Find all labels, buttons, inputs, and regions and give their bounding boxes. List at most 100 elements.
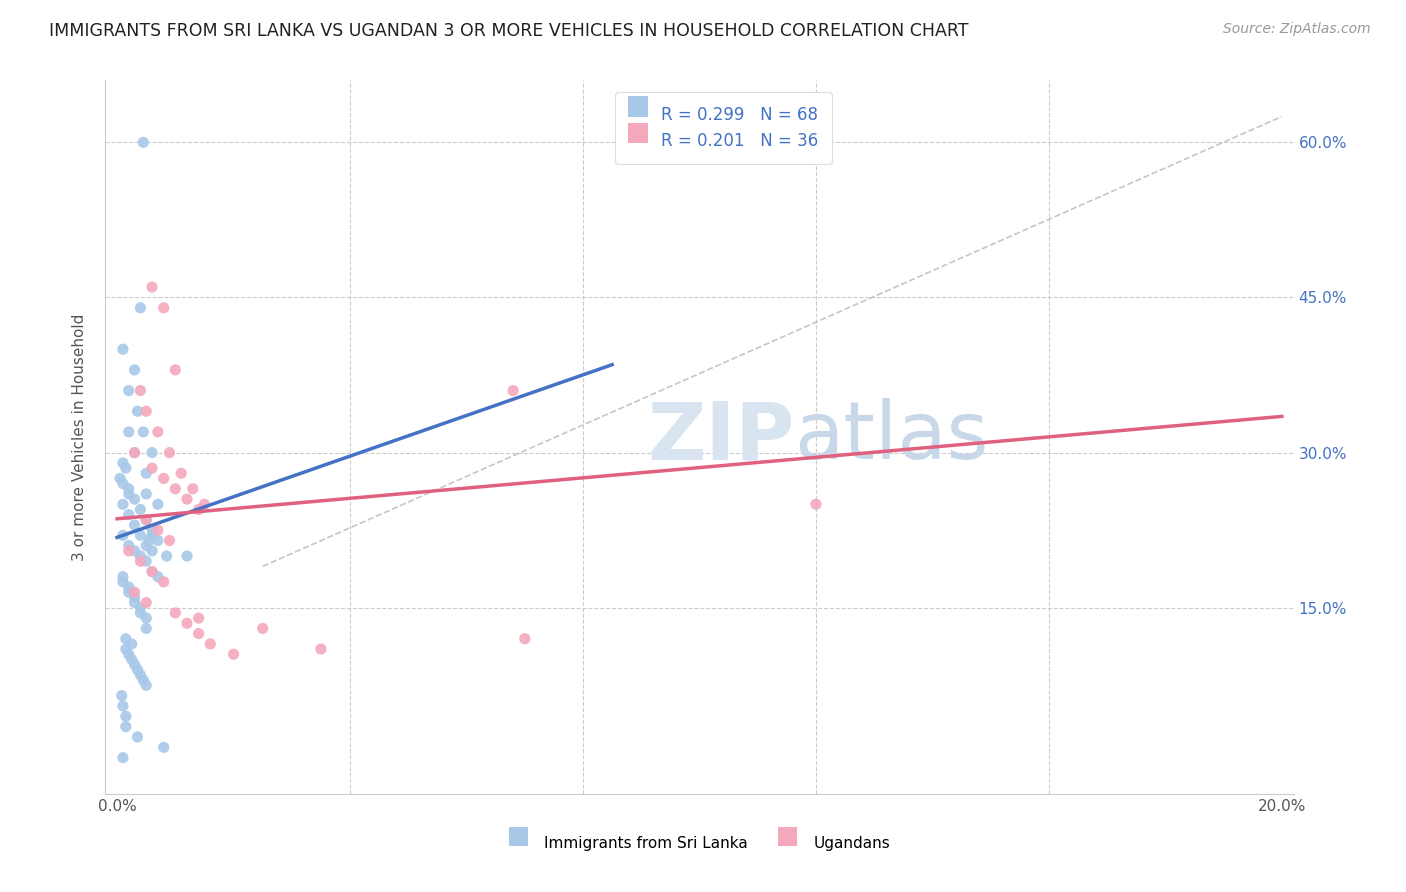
Point: [135, 596, 157, 610]
Point: [176, 492, 198, 507]
Point: [129, 549, 152, 563]
Point: [135, 554, 157, 568]
Point: [152, 740, 174, 755]
Point: [159, 445, 181, 459]
Point: [200, 637, 222, 651]
Legend: Immigrants from Sri Lanka, Ugandans: Immigrants from Sri Lanka, Ugandans: [503, 830, 896, 857]
Point: [111, 456, 134, 470]
Point: [135, 678, 157, 692]
Point: [114, 632, 136, 646]
Point: [111, 570, 134, 584]
Point: [165, 606, 187, 620]
Point: [804, 497, 827, 511]
Point: [170, 467, 193, 481]
Point: [146, 497, 169, 511]
Point: [121, 652, 143, 666]
Point: [152, 471, 174, 485]
Point: [124, 596, 146, 610]
Point: [127, 404, 149, 418]
Point: [176, 549, 198, 563]
Point: [124, 445, 146, 459]
Point: [141, 544, 163, 558]
Point: [118, 425, 141, 439]
Text: atlas: atlas: [794, 398, 988, 476]
Point: [141, 565, 163, 579]
Y-axis label: 3 or more Vehicles in Household: 3 or more Vehicles in Household: [72, 313, 87, 561]
Point: [111, 689, 134, 703]
Point: [114, 642, 136, 657]
Point: [111, 528, 134, 542]
Point: [141, 445, 163, 459]
Point: [252, 621, 274, 635]
Point: [132, 136, 155, 150]
Point: [138, 533, 160, 548]
Point: [135, 621, 157, 635]
Point: [118, 544, 141, 558]
Point: [222, 647, 245, 661]
Point: [129, 528, 152, 542]
Point: [129, 606, 152, 620]
Point: [135, 611, 157, 625]
Text: Source: ZipAtlas.com: Source: ZipAtlas.com: [1223, 22, 1371, 37]
Point: [124, 492, 146, 507]
Point: [118, 508, 141, 522]
Point: [135, 539, 157, 553]
Point: [141, 280, 163, 294]
Point: [111, 497, 134, 511]
Point: [127, 730, 149, 744]
Point: [111, 698, 134, 713]
Text: ZIP: ZIP: [647, 398, 794, 476]
Point: [111, 342, 134, 356]
Point: [141, 528, 163, 542]
Point: [129, 301, 152, 315]
Point: [135, 404, 157, 418]
Point: [114, 720, 136, 734]
Point: [124, 363, 146, 377]
Point: [159, 533, 181, 548]
Text: IMMIGRANTS FROM SRI LANKA VS UGANDAN 3 OR MORE VEHICLES IN HOUSEHOLD CORRELATION: IMMIGRANTS FROM SRI LANKA VS UGANDAN 3 O…: [49, 22, 969, 40]
Point: [118, 539, 141, 553]
Point: [309, 642, 332, 657]
Point: [141, 565, 163, 579]
Point: [155, 549, 177, 563]
Point: [129, 668, 152, 682]
Point: [135, 487, 157, 501]
Point: [118, 585, 141, 599]
Point: [118, 580, 141, 594]
Point: [132, 673, 155, 687]
Point: [111, 574, 134, 589]
Point: [146, 533, 169, 548]
Point: [146, 425, 169, 439]
Point: [193, 497, 215, 511]
Point: [111, 750, 134, 764]
Point: [129, 600, 152, 615]
Point: [129, 502, 152, 516]
Point: [124, 591, 146, 605]
Point: [124, 518, 146, 533]
Point: [165, 482, 187, 496]
Point: [165, 363, 187, 377]
Point: [502, 384, 524, 398]
Point: [141, 461, 163, 475]
Point: [118, 482, 141, 496]
Point: [118, 384, 141, 398]
Point: [118, 487, 141, 501]
Point: [141, 523, 163, 537]
Point: [187, 502, 209, 516]
Point: [176, 616, 198, 631]
Point: [135, 513, 157, 527]
Point: [135, 513, 157, 527]
Point: [129, 554, 152, 568]
Point: [124, 445, 146, 459]
Point: [121, 637, 143, 651]
Point: [111, 476, 134, 491]
Point: [146, 523, 169, 537]
Point: [152, 574, 174, 589]
Point: [114, 709, 136, 723]
Point: [146, 570, 169, 584]
Point: [513, 632, 536, 646]
Point: [124, 585, 146, 599]
Point: [114, 461, 136, 475]
Point: [187, 626, 209, 640]
Point: [108, 471, 131, 485]
